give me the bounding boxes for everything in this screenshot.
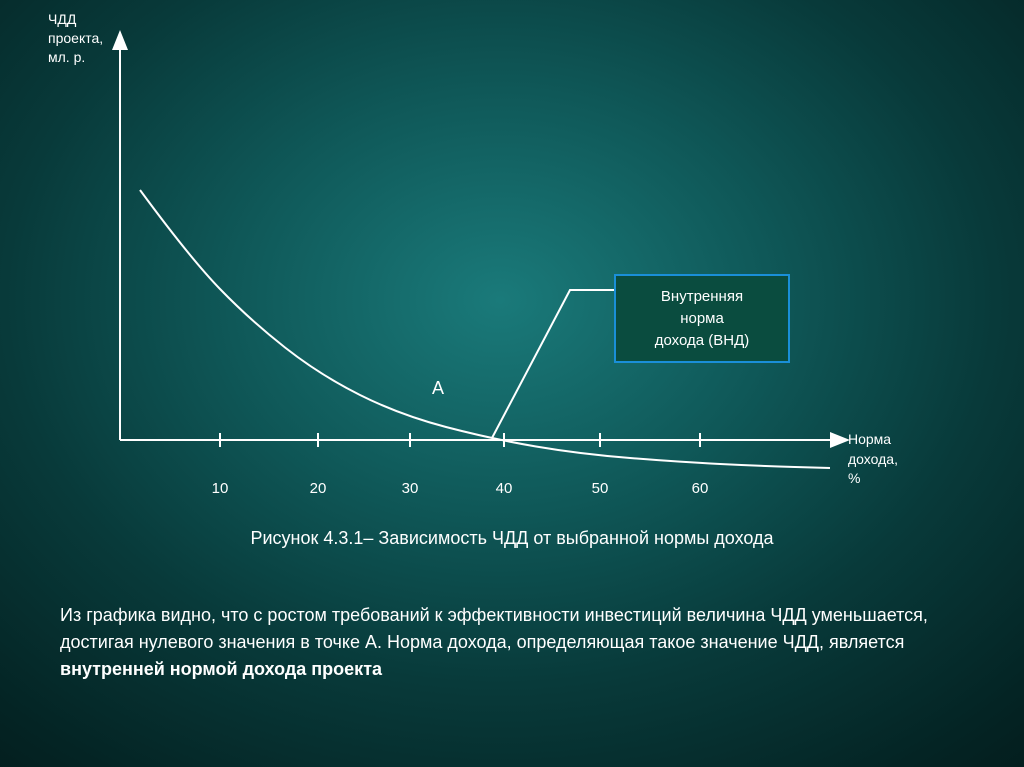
body-text-plain: Из графика видно, что с ростом требовани… (60, 605, 928, 652)
x-tick-label: 40 (496, 480, 513, 497)
x-tick-label: 50 (592, 480, 609, 497)
body-text-bold: внутренней нормой дохода проекта (60, 659, 382, 679)
x-tick-label: 10 (212, 480, 229, 497)
body-text: Из графика видно, что с ростом требовани… (60, 602, 964, 683)
x-tick-label: 60 (692, 480, 709, 497)
point-a-label: A (432, 378, 444, 399)
x-tick-label: 30 (402, 480, 419, 497)
figure-caption: Рисунок 4.3.1– Зависимость ЧДД от выбран… (0, 528, 1024, 549)
x-tick-label: 20 (310, 480, 327, 497)
chart-axes (120, 46, 834, 440)
callout-box: Внутренняянормадохода (ВНД) (614, 274, 790, 363)
slide-content: ЧДДпроекта,мл. р. Нормадохода,% 10203040… (0, 0, 1024, 767)
chart-svg (0, 0, 1024, 560)
callout-leader (492, 290, 614, 438)
